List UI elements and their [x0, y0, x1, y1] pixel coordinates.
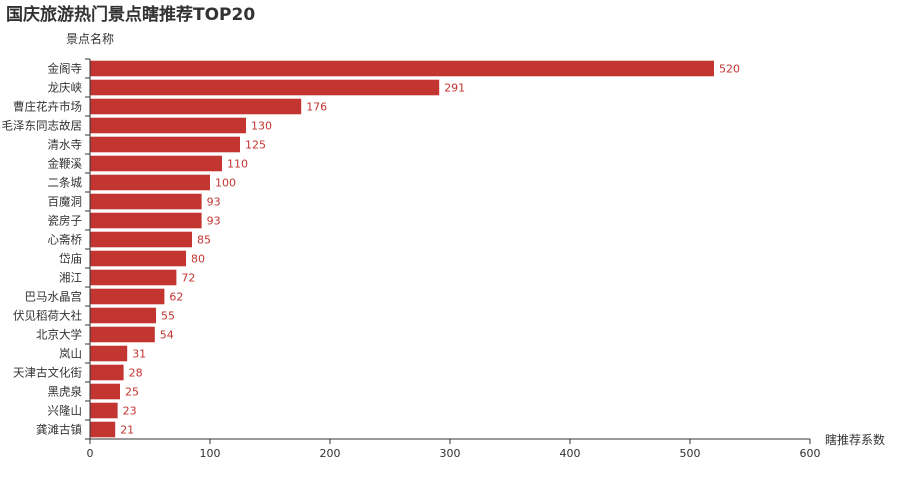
y-tick-label: 岚山: [59, 347, 82, 361]
bar: [90, 136, 240, 153]
y-tick-label: 兴隆山: [48, 404, 83, 418]
bar: [90, 383, 120, 400]
data-label: 25: [125, 386, 139, 399]
y-tick-label: 曹庄花卉市场: [13, 100, 82, 114]
y-tick-label: 岱庙: [59, 252, 82, 266]
axes-layer: 金阁寺龙庆峡曹庄花卉市场毛泽东同志故居清水寺金鞭溪二条城百魔洞瓷房子心斋桥岱庙湘…: [2, 58, 821, 460]
y-axis-label: 景点名称: [66, 31, 114, 46]
y-tick-label: 湘江: [59, 271, 82, 285]
y-tick-label: 金阁寺: [48, 62, 83, 76]
bar: [90, 288, 165, 305]
data-label: 520: [719, 63, 740, 76]
y-tick-label: 天津古文化街: [13, 366, 82, 380]
y-tick-label: 伏见稻荷大社: [13, 309, 82, 323]
chart-title: 国庆旅游热门景点瞎推荐TOP20: [6, 4, 255, 25]
data-label: 54: [160, 329, 174, 342]
bar: [90, 193, 202, 210]
x-tick-label: 600: [800, 447, 821, 460]
y-tick-label: 龙庆峡: [48, 81, 83, 95]
data-label: 130: [251, 120, 272, 133]
bar: [90, 155, 222, 172]
x-tick-label: 400: [560, 447, 581, 460]
data-label: 31: [132, 348, 146, 361]
data-label: 93: [207, 215, 221, 228]
data-label: 28: [129, 367, 143, 380]
bar: [90, 402, 118, 419]
bar: [90, 212, 202, 229]
y-tick-label: 北京大学: [36, 328, 82, 342]
y-tick-label: 金鞭溪: [48, 157, 83, 171]
y-tick-label: 巴马水晶宫: [25, 290, 83, 304]
y-tick-label: 毛泽东同志故居: [2, 119, 83, 133]
data-label: 93: [207, 196, 221, 209]
bar: [90, 117, 246, 134]
y-tick-label: 瓷房子: [48, 214, 83, 228]
x-axis-label: 瞎推荐系数: [825, 432, 885, 447]
bar: [90, 79, 440, 96]
y-tick-label: 清水寺: [48, 138, 83, 152]
bar: [90, 364, 124, 381]
y-tick-label: 黑虎泉: [48, 385, 83, 399]
data-label: 100: [215, 177, 236, 190]
data-label: 176: [306, 101, 327, 114]
data-label: 80: [191, 253, 205, 266]
data-label: 85: [197, 234, 211, 247]
bar: [90, 307, 156, 324]
bar: [90, 326, 155, 343]
data-label: 72: [181, 272, 195, 285]
data-label: 62: [169, 291, 183, 304]
bars-layer: 520 291 176 130 125 110 100 93 93 85 80 72 62 55 54 31 2…: [90, 60, 740, 438]
data-label: 291: [444, 82, 465, 95]
x-tick-label: 300: [440, 447, 461, 460]
data-label: 125: [245, 139, 266, 152]
x-tick-label: 500: [680, 447, 701, 460]
data-label: 110: [227, 158, 248, 171]
y-tick-label: 二条城: [48, 176, 83, 190]
data-label: 23: [123, 405, 137, 418]
bar: [90, 60, 714, 77]
y-tick-label: 百魔洞: [48, 195, 83, 209]
x-tick-label: 200: [320, 447, 341, 460]
y-tick-label: 心斋桥: [48, 233, 83, 247]
y-tick-label: 龚滩古镇: [36, 423, 82, 437]
x-tick-label: 0: [87, 447, 94, 460]
bar: [90, 269, 177, 286]
bar: [90, 98, 302, 115]
data-label: 55: [161, 310, 175, 323]
x-tick-label: 100: [200, 447, 221, 460]
bar: [90, 174, 210, 191]
data-label: 21: [120, 424, 134, 437]
bar: [90, 345, 128, 362]
bar: [90, 250, 186, 267]
bar: [90, 231, 192, 248]
bar: [90, 421, 116, 438]
